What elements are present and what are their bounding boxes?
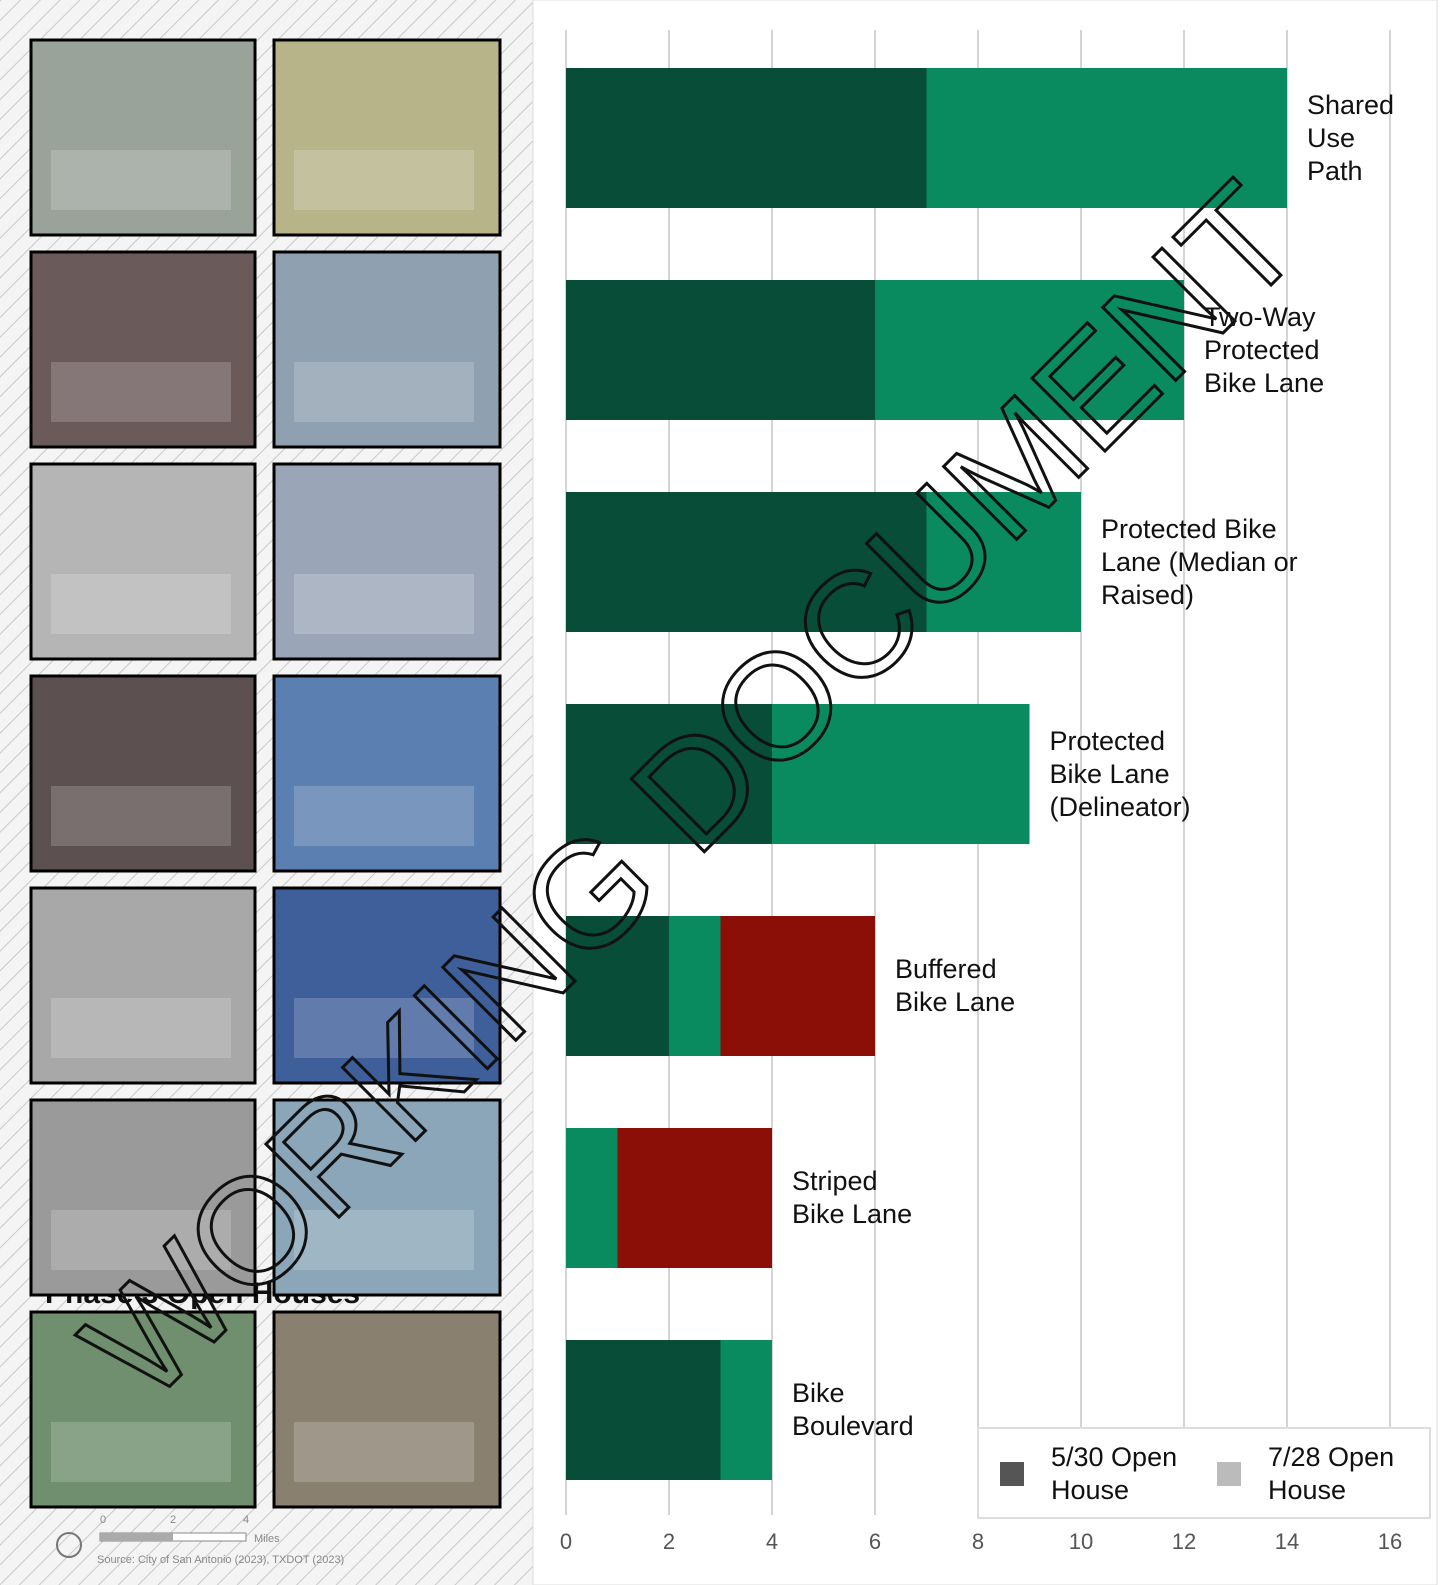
bar-segment — [926, 68, 1287, 208]
bar-segment — [875, 280, 1184, 420]
bar-segment — [720, 1340, 772, 1480]
category-label: Buffered Bike Lane — [895, 954, 1016, 1017]
photo — [272, 1310, 502, 1509]
legend-label: 5/30 Open House — [1051, 1442, 1178, 1505]
photo-detail — [51, 998, 231, 1058]
bar-segment — [566, 492, 927, 632]
photo — [272, 462, 502, 661]
bar-segment — [772, 704, 1030, 844]
x-tick-label: 12 — [1172, 1529, 1196, 1554]
legend-swatch — [1000, 1462, 1024, 1486]
bar-segment — [617, 1128, 772, 1268]
photo-detail — [51, 786, 231, 846]
photo-detail — [294, 574, 474, 634]
photo — [29, 1098, 257, 1297]
legend-swatch — [1217, 1462, 1241, 1486]
x-tick-label: 2 — [663, 1529, 675, 1554]
category-label: Bike Boulevard — [792, 1378, 914, 1441]
photo-grid — [29, 38, 502, 1509]
scale-bar: 0 2 4 Miles Source: City of San Antonio … — [56, 1514, 344, 1566]
bar-segment — [566, 280, 875, 420]
map-source: Source: City of San Antonio (2023), TXDO… — [97, 1554, 344, 1566]
photo — [272, 1098, 502, 1297]
x-tick-label: 8 — [972, 1529, 984, 1554]
photo — [29, 1310, 257, 1509]
photo-detail — [294, 1422, 474, 1482]
photo-detail — [51, 574, 231, 634]
category-label: Two-Way Protected Bike Lane — [1204, 301, 1325, 398]
photo-detail — [294, 1210, 474, 1270]
x-tick-label: 16 — [1378, 1529, 1402, 1554]
photo-detail — [294, 362, 474, 422]
x-tick-label: 14 — [1275, 1529, 1299, 1554]
bar-segment — [566, 704, 772, 844]
bar-segment — [566, 1340, 721, 1480]
photo — [29, 886, 257, 1085]
x-tick-label: 10 — [1069, 1529, 1093, 1554]
x-tick-label: 6 — [869, 1529, 881, 1554]
photo-detail — [51, 1422, 231, 1482]
category-label: Protected Bike Lane (Delineator) — [1049, 725, 1191, 822]
legend-label: 7/28 Open House — [1268, 1442, 1395, 1505]
chart: 0 2 4 6 8 10 12 14 16 — [560, 30, 1431, 1554]
photo-detail — [294, 150, 474, 210]
x-tick-label: 0 — [560, 1529, 572, 1554]
scale-label: Miles — [254, 1533, 280, 1545]
photo-detail — [51, 1210, 231, 1270]
category-label: Striped Bike Lane — [792, 1166, 913, 1229]
photo-detail — [51, 150, 231, 210]
category-label: Shared Use Path — [1307, 89, 1395, 186]
photo-detail — [51, 362, 231, 422]
photo — [272, 886, 502, 1085]
photo — [29, 250, 257, 449]
bar-segment — [566, 1128, 618, 1268]
scale-label: 4 — [243, 1514, 249, 1526]
bar-segment — [566, 68, 927, 208]
bar-segment — [720, 916, 875, 1056]
photo-detail — [294, 786, 474, 846]
photo — [29, 674, 257, 873]
photo — [272, 250, 502, 449]
scale-label: 2 — [170, 1514, 176, 1526]
bar-segment — [926, 492, 1081, 632]
photo — [29, 38, 257, 237]
legend-box — [977, 1427, 1431, 1519]
photo — [272, 38, 502, 237]
bar-segment — [669, 916, 721, 1056]
category-label: Protected Bike Lane (Median or Raised) — [1101, 513, 1298, 610]
bar-segment — [566, 916, 669, 1056]
photo-detail — [294, 998, 474, 1058]
photo — [29, 462, 257, 661]
x-tick-label: 4 — [766, 1529, 778, 1554]
photo — [272, 674, 502, 873]
scale-label: 0 — [100, 1514, 106, 1526]
